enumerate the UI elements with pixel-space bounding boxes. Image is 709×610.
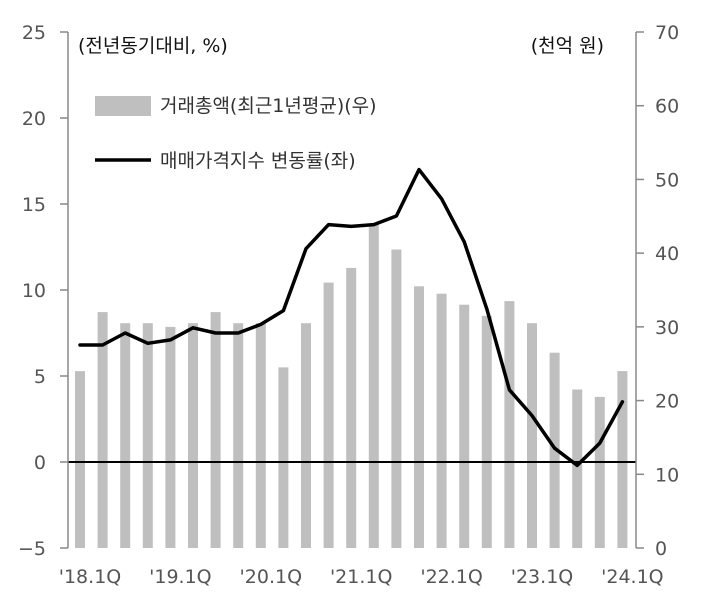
bar xyxy=(255,323,266,548)
bar xyxy=(120,323,131,548)
bar xyxy=(368,223,379,548)
bar xyxy=(617,371,628,548)
bar xyxy=(97,312,108,548)
bar xyxy=(572,389,583,548)
legend-label-bar: 거래총액(최근1년평균)(우) xyxy=(160,95,377,117)
bar xyxy=(527,323,537,548)
right-tick-label: 30 xyxy=(655,317,679,339)
left-tick-label: 5 xyxy=(34,366,46,388)
bar xyxy=(301,323,311,548)
bar xyxy=(346,267,357,548)
left-tick-label: −5 xyxy=(18,538,46,560)
legend-label-line: 매매가격지수 변동률(좌) xyxy=(160,150,356,172)
x-tick-label: '22.1Q xyxy=(420,566,482,588)
x-tick-label: '18.1Q xyxy=(59,566,121,588)
left-tick-label: 25 xyxy=(22,22,46,44)
bar xyxy=(75,371,85,548)
right-tick-label: 70 xyxy=(655,22,679,44)
right-axis-ticks: 0 10 20 30 40 50 60 70 xyxy=(636,22,679,560)
bar xyxy=(594,396,605,548)
right-tick-label: 20 xyxy=(655,391,679,413)
bar xyxy=(278,367,289,548)
bar xyxy=(504,301,515,548)
bar xyxy=(210,312,221,548)
left-tick-label: 10 xyxy=(22,280,46,302)
right-tick-label: 10 xyxy=(655,464,679,486)
x-axis-ticks: '18.1Q '19.1Q '20.1Q '21.1Q '22.1Q '23.1Q '24.… xyxy=(59,566,664,588)
bar xyxy=(414,286,424,548)
right-tick-label: 0 xyxy=(655,538,667,560)
bar xyxy=(142,323,153,548)
left-tick-label: 0 xyxy=(34,452,46,474)
bar xyxy=(323,282,334,548)
left-tick-label: 20 xyxy=(22,108,46,130)
right-tick-label: 60 xyxy=(655,96,679,118)
bar xyxy=(459,304,470,548)
x-tick-label: '19.1Q xyxy=(149,566,211,588)
left-tick-label: 15 xyxy=(22,194,46,216)
line-series xyxy=(78,167,625,468)
x-tick-label: '23.1Q xyxy=(511,566,573,588)
bar xyxy=(391,249,402,548)
bar xyxy=(165,326,176,548)
bar xyxy=(188,323,198,548)
right-tick-label: 50 xyxy=(655,169,679,191)
right-axis-unit: (천억 원) xyxy=(531,35,604,57)
x-tick-label: '24.1Q xyxy=(601,566,663,588)
left-axis-unit: (전년동기대비, %) xyxy=(78,35,228,57)
left-axis-ticks: −5 0 5 10 15 20 25 xyxy=(18,22,68,560)
x-tick-label: '20.1Q xyxy=(240,566,302,588)
legend: 거래총액(최근1년평균)(우) 매매가격지수 변동률(좌) xyxy=(95,95,377,172)
bar xyxy=(233,323,244,548)
bar-series xyxy=(75,223,628,548)
bar xyxy=(481,315,492,548)
right-tick-label: 40 xyxy=(655,243,679,265)
bar xyxy=(436,293,447,548)
line-path xyxy=(78,167,625,468)
x-tick-label: '21.1Q xyxy=(330,566,392,588)
legend-swatch-bar xyxy=(95,96,151,116)
